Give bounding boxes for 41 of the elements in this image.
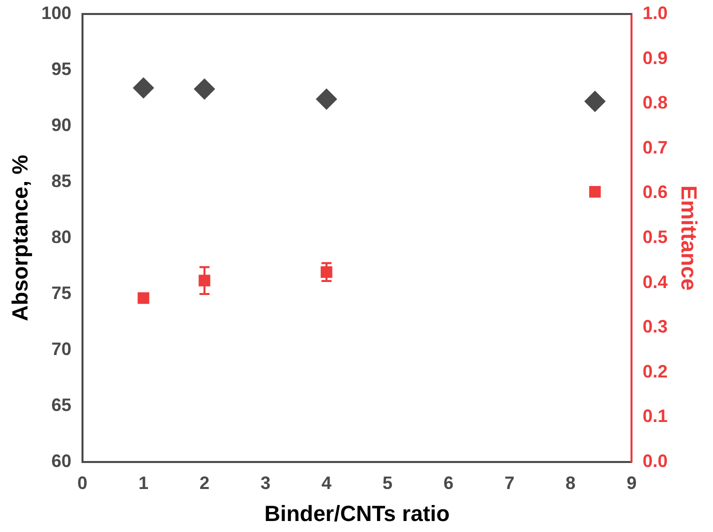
y-tick-label: 85 [51, 170, 72, 191]
point [138, 292, 150, 304]
x-tick-label: 5 [382, 472, 393, 493]
y2-tick-label: 0.0 [642, 450, 668, 471]
point [194, 78, 215, 100]
point [132, 77, 154, 98]
y2-tick-label: 0.8 [642, 92, 668, 113]
point [316, 88, 337, 110]
point [584, 90, 606, 112]
point [198, 274, 210, 286]
y2-tick-label: 1.0 [642, 2, 668, 23]
x-tick-label: 4 [321, 472, 332, 493]
y-tick-label: 60 [51, 450, 72, 471]
x-tick-label: 6 [444, 472, 454, 493]
y2-tick-label: 0.9 [642, 48, 668, 68]
y-tick-label: 75 [51, 282, 72, 303]
y-tick-label: 65 [51, 394, 72, 415]
y-tick-label: 100 [41, 2, 72, 23]
y2-tick-label: 0.1 [642, 406, 668, 426]
point [589, 186, 601, 198]
y-tick-label: 80 [51, 226, 72, 247]
point [320, 266, 332, 278]
y2-axis-title: Emittance [676, 185, 702, 291]
y-axis-title: Absorptance, % [7, 154, 32, 322]
x-tick-label: 8 [566, 472, 576, 493]
x-tick-label: 1 [138, 472, 148, 493]
y-tick-label: 70 [51, 338, 72, 359]
x-tick-label: 0 [77, 472, 88, 493]
y-tick-label: 90 [51, 114, 72, 135]
y2-tick-label: 0.2 [642, 361, 668, 382]
y2-tick-label: 0.5 [642, 226, 668, 247]
y2-tick-label: 0.3 [642, 316, 668, 337]
y2-tick-label: 0.7 [642, 137, 668, 158]
x-tick-label: 3 [260, 472, 270, 493]
x-tick-label: 7 [504, 472, 515, 493]
y2-tick-label: 0.4 [642, 272, 668, 292]
x-tick-label: 9 [626, 472, 637, 493]
y-tick-label: 95 [51, 58, 72, 79]
x-tick-label: 2 [199, 472, 210, 493]
y2-tick-label: 0.6 [642, 182, 668, 202]
x-axis-title: Binder/CNTs ratio [264, 500, 450, 526]
